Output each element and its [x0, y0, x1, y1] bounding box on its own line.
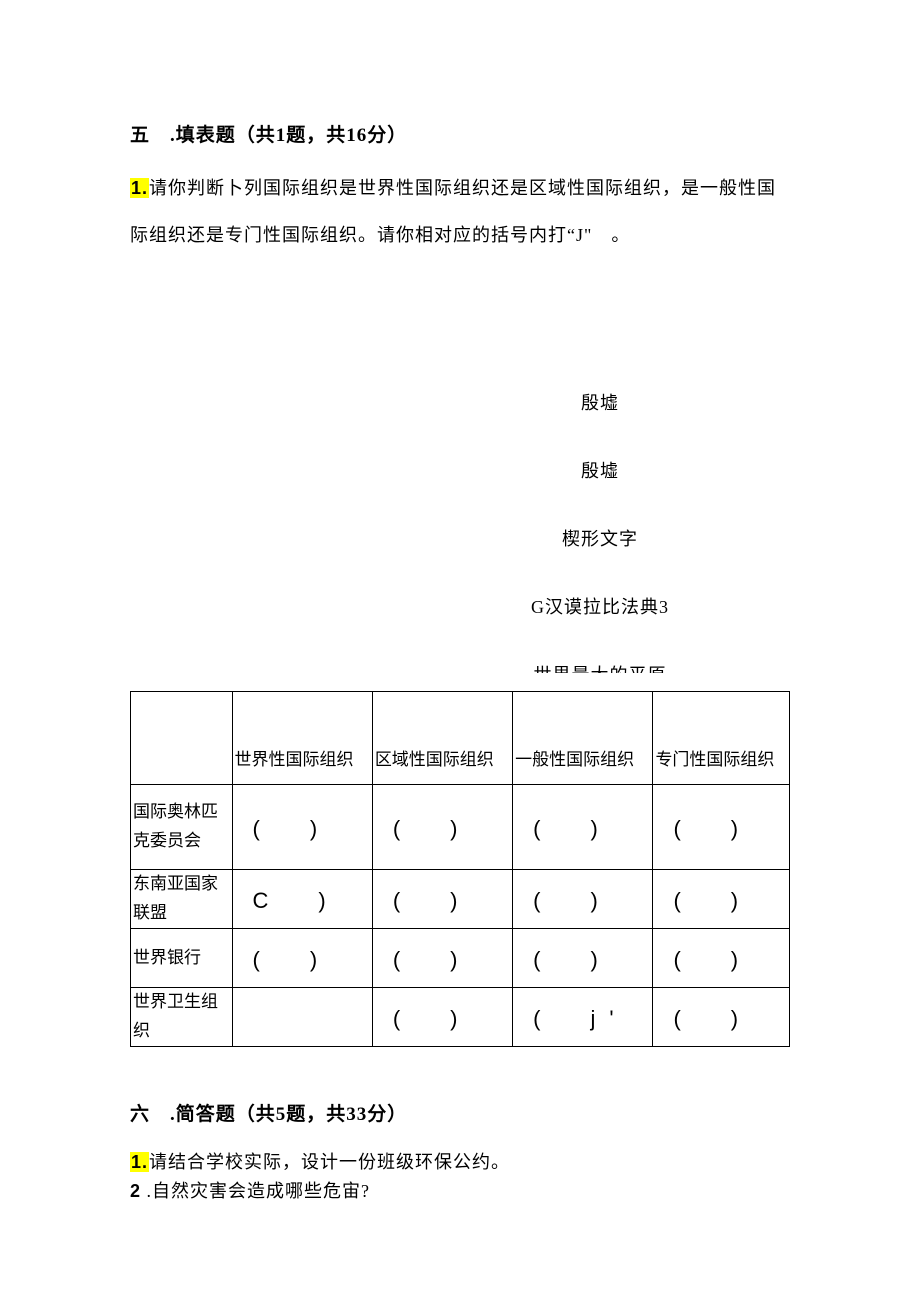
- cell: ( j': [513, 988, 653, 1047]
- row-label-cell: 世界银行: [131, 929, 233, 988]
- cell: ( ): [653, 785, 790, 870]
- cell: ( ): [653, 988, 790, 1047]
- row-label-cell: 东南亚国家联盟: [131, 870, 233, 929]
- cell: ( ): [513, 785, 653, 870]
- q5-1-line-a: 1.请你判断卜列国际组织是世界性国际组织还是区域性国际组织，是一般性国: [130, 175, 790, 202]
- q5-1-line-b: 际组织还是专门性国际组织。请你相对应的括号内打“J" 。: [130, 222, 790, 249]
- q6-1-text: 请结合学校实际，设计一份班级环保公约。: [149, 1152, 510, 1172]
- table-row: 世界银行 ( ) ( ) ( ) ( ): [131, 929, 790, 988]
- table-row: 国际奥林匹克委员会 ( ) ( ) ( ) ( ): [131, 785, 790, 870]
- cell: C ): [232, 870, 372, 929]
- mid-line-1: 殷墟: [130, 389, 790, 415]
- q6-1-line: 1.请结合学校实际，设计一份班级环保公约。: [130, 1148, 790, 1177]
- mid-line-2: 殷墟: [130, 457, 790, 483]
- q5-1-number: 1.: [130, 178, 149, 198]
- q6-2-text: .自然灾害会造成哪些危宙?: [141, 1181, 370, 1201]
- table-row: 东南亚国家联盟 C ) ( ) ( ) ( ): [131, 870, 790, 929]
- th-special: 专门性国际组织: [653, 692, 790, 785]
- cell: ( ): [372, 988, 512, 1047]
- section-5-heading: 五 .填表题（共1题，共16分）: [130, 120, 790, 147]
- cell: ( ): [653, 929, 790, 988]
- q6-2-line: 2 .自然灾害会造成哪些危宙?: [130, 1177, 790, 1206]
- th-regional: 区域性国际组织: [372, 692, 512, 785]
- cell: ( ): [513, 870, 653, 929]
- document-page: 五 .填表题（共1题，共16分） 1.请你判断卜列国际组织是世界性国际组织还是区…: [0, 0, 920, 1266]
- th-empty: [131, 692, 233, 785]
- row-label-cell: 国际奥林匹克委员会: [131, 785, 233, 870]
- organization-table: 世界性国际组织 区域性国际组织 一般性国际组织 专门性国际组织 国际奥林匹克委员…: [130, 691, 790, 1047]
- mid-line-4: G汉谟拉比法典3: [130, 593, 790, 619]
- row-label-cell: 世界卫生组织: [131, 988, 233, 1047]
- cell: ( ): [232, 785, 372, 870]
- q6-1-number: 1.: [130, 1152, 149, 1172]
- cell: ( ): [372, 785, 512, 870]
- section-6-heading: 六 .简答题（共5题，共33分）: [130, 1099, 790, 1126]
- cell: ( ): [513, 929, 653, 988]
- cell: ( ): [232, 929, 372, 988]
- cell: ( ): [653, 870, 790, 929]
- cell: ( ): [372, 929, 512, 988]
- section-5-heading-text: 五 .填表题（共1题，共16分）: [130, 125, 407, 146]
- q5-1-text-b: 际组织还是专门性国际组织。请你相对应的括号内打“J" 。: [130, 225, 630, 245]
- th-world: 世界性国际组织: [232, 692, 372, 785]
- mid-text-block: 殷墟 殷墟 楔形文字 G汉谟拉比法典3 世界最大的平原: [130, 389, 790, 673]
- table-header-row: 世界性国际组织 区域性国际组织 一般性国际组织 专门性国际组织: [131, 692, 790, 785]
- q6-2-number: 2: [130, 1181, 141, 1201]
- cell: [232, 988, 372, 1047]
- q5-1-text-a: 请你判断卜列国际组织是世界性国际组织还是区域性国际组织，是一般性国: [149, 178, 776, 198]
- mid-line-3: 楔形文字: [130, 525, 790, 551]
- section-6-heading-text: 六 .简答题（共5题，共33分）: [130, 1104, 407, 1125]
- mid-line-5: 世界最大的平原: [130, 661, 790, 673]
- th-general: 一般性国际组织: [513, 692, 653, 785]
- cell: ( ): [372, 870, 512, 929]
- table-row: 世界卫生组织 ( ) ( j' ( ): [131, 988, 790, 1047]
